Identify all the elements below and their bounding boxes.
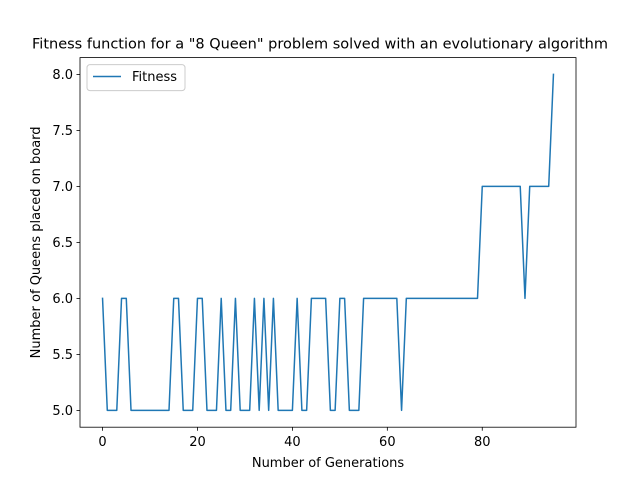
x-tick-label: 20 — [189, 435, 206, 450]
y-tick-label: 6.0 — [52, 292, 73, 307]
y-tick-label: 6.5 — [52, 236, 73, 251]
legend: Fitness — [86, 64, 186, 92]
legend-box — [86, 64, 186, 92]
x-tick-label: 40 — [284, 435, 301, 450]
legend-label-fitness: Fitness — [132, 70, 177, 85]
y-tick-label: 5.0 — [52, 404, 73, 419]
x-tick-label: 60 — [379, 435, 396, 450]
x-tick-label: 0 — [98, 435, 106, 450]
y-tick-label: 5.5 — [52, 348, 73, 363]
y-axis-ticks: 5.0 5.5 6.0 6.5 7.0 7.5 8.0 — [52, 68, 80, 419]
y-axis-label: Number of Queens placed on board — [29, 126, 44, 358]
x-axis-label: Number of Generations — [252, 456, 405, 471]
y-tick-label: 7.0 — [52, 180, 73, 195]
plot-frame — [79, 57, 577, 428]
data-line-layer — [101, 73, 555, 412]
x-tick-label: 80 — [474, 435, 491, 450]
chart-title: Fitness function for a "8 Queen" problem… — [32, 37, 608, 53]
x-axis-ticks: 0 20 40 60 80 — [98, 427, 491, 450]
y-tick-label: 7.5 — [52, 124, 73, 139]
y-tick-label: 8.0 — [52, 68, 73, 83]
series-line-fitness — [101, 73, 555, 412]
